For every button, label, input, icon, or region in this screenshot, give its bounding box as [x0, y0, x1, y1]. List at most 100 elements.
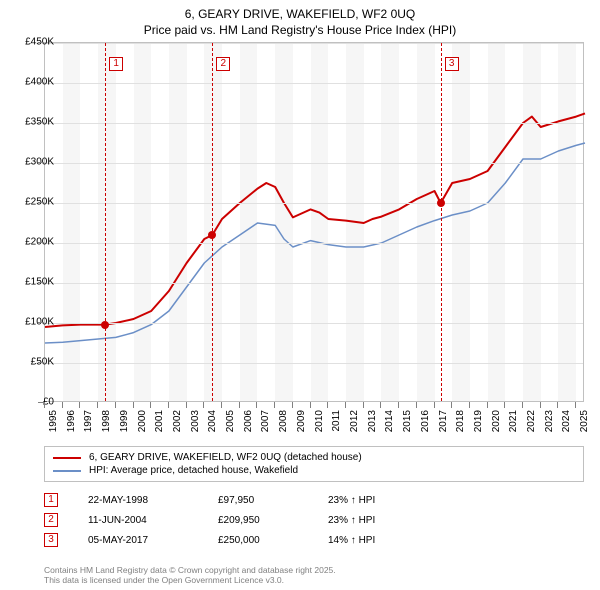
x-tick — [150, 402, 151, 408]
x-tick — [62, 402, 63, 408]
gridline — [45, 163, 583, 164]
x-tick — [327, 402, 328, 408]
sale-price: £209,950 — [218, 515, 328, 526]
event-marker-box: 3 — [445, 57, 459, 71]
x-axis-label: 2007 — [260, 410, 271, 432]
sale-num-box: 1 — [44, 493, 58, 507]
x-axis-label: 2017 — [438, 410, 449, 432]
sale-hpi: 23% ↑ HPI — [328, 515, 375, 526]
sale-marker-dot — [101, 321, 109, 329]
event-line — [105, 43, 106, 401]
y-tick — [38, 82, 44, 83]
x-axis-label: 1997 — [83, 410, 94, 432]
x-tick — [540, 402, 541, 408]
gridline — [45, 283, 583, 284]
x-axis-label: 2010 — [314, 410, 325, 432]
event-marker-box: 1 — [109, 57, 123, 71]
y-axis-label: £0 — [4, 397, 54, 408]
x-tick — [115, 402, 116, 408]
footer: Contains HM Land Registry data © Crown c… — [44, 565, 584, 586]
gridline — [45, 203, 583, 204]
y-tick — [38, 202, 44, 203]
x-tick — [380, 402, 381, 408]
y-tick — [38, 42, 44, 43]
x-axis-label: 2012 — [349, 410, 360, 432]
gridline — [45, 323, 583, 324]
gridline — [45, 123, 583, 124]
legend-swatch — [53, 470, 81, 472]
sale-date: 22-MAY-1998 — [88, 495, 218, 506]
footer-line-2: This data is licensed under the Open Gov… — [44, 575, 584, 586]
x-axis-label: 2004 — [207, 410, 218, 432]
sale-hpi: 14% ↑ HPI — [328, 535, 375, 546]
sale-price: £250,000 — [218, 535, 328, 546]
x-tick — [44, 402, 45, 408]
x-axis-label: 2000 — [137, 410, 148, 432]
y-tick — [38, 322, 44, 323]
gridline — [45, 243, 583, 244]
sale-num-box: 3 — [44, 533, 58, 547]
x-axis-label: 1995 — [48, 410, 59, 432]
y-tick — [38, 122, 44, 123]
x-tick — [203, 402, 204, 408]
y-axis-label: £200K — [4, 237, 54, 248]
plot-svg — [45, 43, 583, 401]
x-tick — [133, 402, 134, 408]
x-tick — [310, 402, 311, 408]
x-tick — [239, 402, 240, 408]
chart-area: 1 2 3 — [44, 42, 584, 402]
sale-marker-dot — [437, 199, 445, 207]
y-axis-label: £300K — [4, 157, 54, 168]
x-axis-label: 2019 — [473, 410, 484, 432]
gridline — [45, 363, 583, 364]
title-line-1: 6, GEARY DRIVE, WAKEFIELD, WF2 0UQ — [0, 6, 600, 22]
x-tick — [575, 402, 576, 408]
x-tick — [504, 402, 505, 408]
event-marker-box: 2 — [216, 57, 230, 71]
legend-item: HPI: Average price, detached house, Wake… — [53, 464, 575, 477]
x-axis-label: 2016 — [420, 410, 431, 432]
x-axis-label: 1996 — [66, 410, 77, 432]
series-line — [45, 113, 585, 327]
x-axis-label: 1998 — [101, 410, 112, 432]
legend: 6, GEARY DRIVE, WAKEFIELD, WF2 0UQ (deta… — [44, 446, 584, 482]
title-line-2: Price paid vs. HM Land Registry's House … — [0, 22, 600, 38]
y-axis-label: £400K — [4, 77, 54, 88]
x-axis-label: 2015 — [402, 410, 413, 432]
x-tick — [451, 402, 452, 408]
sale-row: 1 22-MAY-1998£97,95023% ↑ HPI — [44, 490, 584, 510]
y-axis-label: £100K — [4, 317, 54, 328]
x-axis-label: 2003 — [190, 410, 201, 432]
x-tick — [522, 402, 523, 408]
x-tick — [274, 402, 275, 408]
y-axis-label: £150K — [4, 277, 54, 288]
x-axis-label: 2009 — [296, 410, 307, 432]
y-axis-label: £50K — [4, 357, 54, 368]
sale-price: £97,950 — [218, 495, 328, 506]
x-axis-label: 2021 — [508, 410, 519, 432]
y-tick — [38, 242, 44, 243]
x-axis-label: 2008 — [278, 410, 289, 432]
x-tick — [557, 402, 558, 408]
chart-title: 6, GEARY DRIVE, WAKEFIELD, WF2 0UQ Price… — [0, 0, 600, 38]
gridline — [45, 83, 583, 84]
y-tick — [38, 162, 44, 163]
y-tick — [38, 362, 44, 363]
x-tick — [363, 402, 364, 408]
x-axis-label: 2013 — [367, 410, 378, 432]
footer-line-1: Contains HM Land Registry data © Crown c… — [44, 565, 584, 576]
sales-table: 122-MAY-1998£97,95023% ↑ HPI211-JUN-2004… — [44, 490, 584, 550]
legend-label: HPI: Average price, detached house, Wake… — [89, 465, 298, 476]
x-tick — [487, 402, 488, 408]
sale-date: 05-MAY-2017 — [88, 535, 218, 546]
y-tick — [38, 282, 44, 283]
x-tick — [398, 402, 399, 408]
y-axis-label: £450K — [4, 37, 54, 48]
legend-item: 6, GEARY DRIVE, WAKEFIELD, WF2 0UQ (deta… — [53, 451, 575, 464]
sale-hpi: 23% ↑ HPI — [328, 495, 375, 506]
x-axis-label: 2023 — [544, 410, 555, 432]
x-axis-label: 2002 — [172, 410, 183, 432]
legend-swatch — [53, 457, 81, 459]
x-axis-label: 2020 — [491, 410, 502, 432]
x-tick — [168, 402, 169, 408]
